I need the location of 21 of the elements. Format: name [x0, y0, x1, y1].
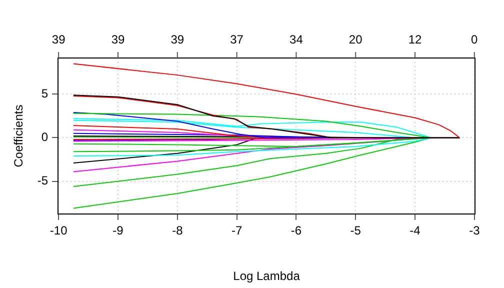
- text: 0: [471, 32, 478, 46]
- text: 12: [408, 32, 422, 46]
- y-tick-label: 0: [41, 130, 48, 144]
- x-tick-label: -7: [231, 224, 242, 238]
- x-tick-label: -8: [172, 224, 184, 238]
- text: 39: [170, 32, 184, 46]
- text: 39: [52, 32, 66, 46]
- y-axis-title: Coefficients: [12, 104, 26, 168]
- x-tick-label: -4: [410, 224, 421, 238]
- x-tick-label: -6: [290, 224, 302, 238]
- y-tick-label: 5: [41, 86, 48, 101]
- x-tick-label: -9: [112, 224, 124, 238]
- text: 37: [230, 32, 244, 46]
- text: 39: [111, 32, 125, 46]
- text: 34: [290, 32, 304, 46]
- x-tick-label: -10: [50, 224, 68, 238]
- x-axis-title: Log Lambda: [233, 269, 300, 284]
- y-tick-label: -5: [37, 174, 48, 188]
- text: 20: [348, 32, 363, 46]
- x-tick-label: -5: [350, 224, 362, 238]
- x-tick-label: -3: [469, 224, 480, 238]
